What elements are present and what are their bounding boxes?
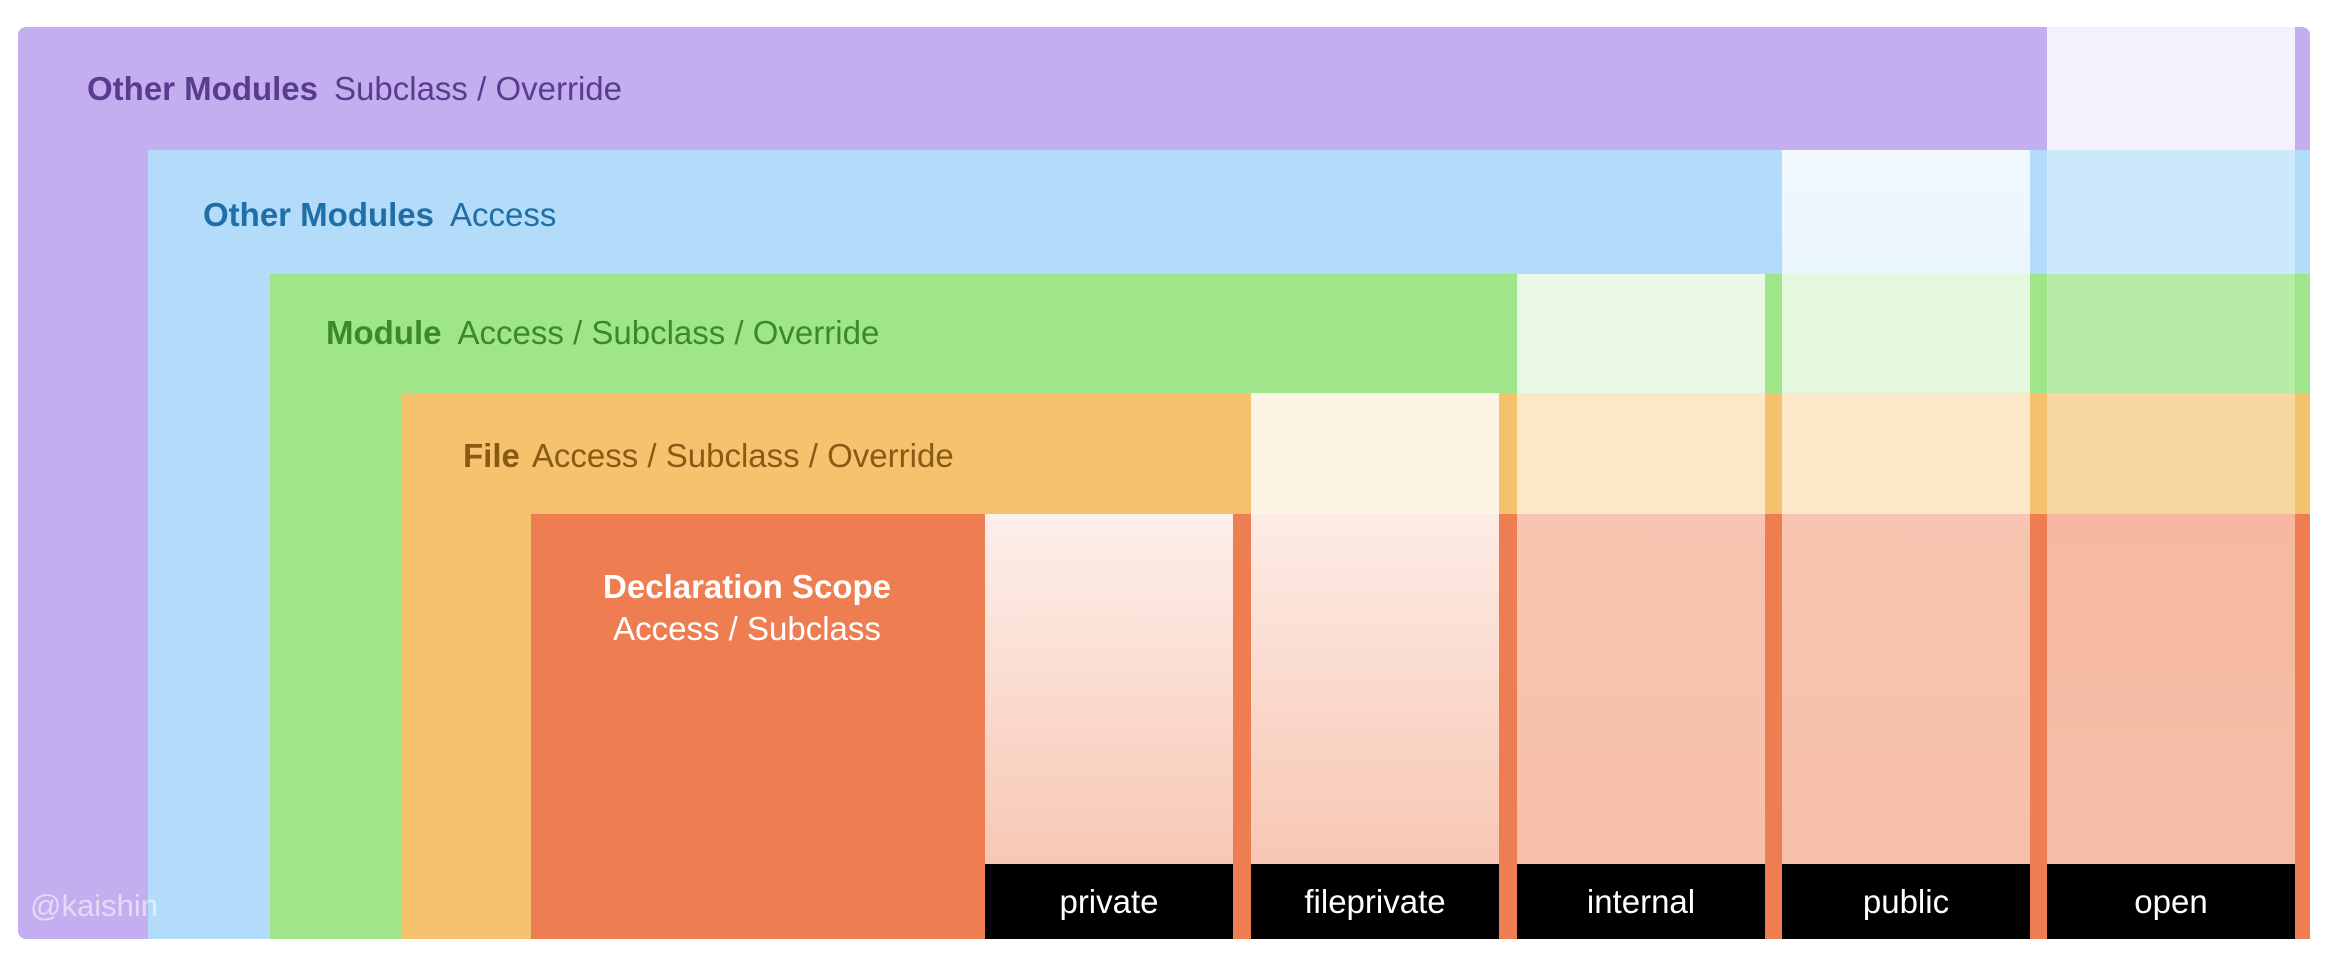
other-modules-access-label: Other Modules Access <box>203 196 556 234</box>
layer-permissions: Access / Subclass / Override <box>531 437 954 474</box>
layer-permissions: Subclass / Override <box>334 70 622 107</box>
module-label: Module Access / Subclass / Override <box>326 314 879 352</box>
layer-permissions: Access <box>450 196 557 233</box>
column-label-internal: internal <box>1517 864 1765 939</box>
layer-permissions: Access / Subclass / Override <box>457 314 880 351</box>
watermark-text: @kaishin <box>30 888 158 923</box>
other-modules-subclass-label: Other Modules Subclass / Override <box>87 70 622 108</box>
column-label-private: private <box>985 864 1233 939</box>
column-fileprivate: fileprivate <box>1251 393 1499 939</box>
declaration-scope-label: Declaration Scope Access / Subclass <box>531 566 963 650</box>
layer-key: Module <box>326 314 442 351</box>
declaration-scope-title: Declaration Scope <box>603 568 891 605</box>
file-label: File Access / Subclass / Override <box>463 437 954 475</box>
layer-key: File <box>463 437 520 474</box>
layer-key: Other Modules <box>203 196 435 233</box>
column-label-public: public <box>1782 864 2030 939</box>
layer-key: Other Modules <box>87 70 319 107</box>
declaration-scope-permissions: Access / Subclass <box>613 610 881 647</box>
column-label-fileprivate: fileprivate <box>1251 864 1499 939</box>
column-open: open <box>2047 27 2295 939</box>
column-internal: internal <box>1517 274 1765 939</box>
column-private: private <box>985 514 1233 939</box>
column-label-open: open <box>2047 864 2295 939</box>
column-public: public <box>1782 150 2030 939</box>
